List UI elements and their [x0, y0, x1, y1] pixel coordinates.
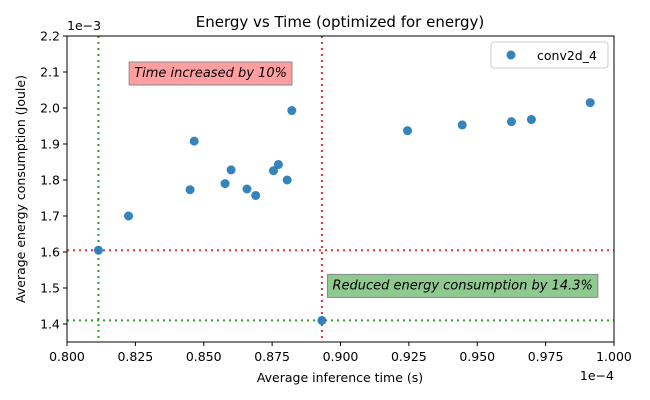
y-axis-ticks: 1.4 1.5 1.6 1.7 1.8 1.9 2.0 2.1 2.2: [40, 29, 67, 332]
y-tick-label: 1.9: [40, 137, 60, 152]
x-tick-label: 0.875: [254, 349, 290, 364]
x-tick-label: 0.950: [459, 349, 495, 364]
x-tick-label: 0.825: [117, 349, 153, 364]
data-point: [268, 166, 278, 176]
data-point: [506, 117, 516, 127]
data-point: [282, 175, 292, 185]
data-points: [93, 98, 595, 325]
y-tick-label: 1.7: [40, 209, 60, 224]
data-point: [185, 185, 195, 195]
x-tick-label: 0.800: [49, 349, 85, 364]
data-point: [189, 136, 199, 146]
chart-title: Energy vs Time (optimized for energy): [196, 13, 485, 31]
annotation-box: [128, 61, 293, 86]
annotation-text: Time increased by 10%: [134, 66, 287, 81]
data-point: [585, 98, 595, 108]
x-axis-label: Average inference time (s): [257, 370, 423, 385]
reference-lines: [67, 36, 614, 342]
x-tick-label: 0.900: [323, 349, 359, 364]
y-tick-label: 1.5: [40, 281, 60, 296]
data-point: [403, 126, 413, 136]
annotation: Time increased by 10%: [128, 61, 293, 86]
data-point: [242, 184, 252, 194]
data-point: [457, 120, 467, 130]
data-point: [93, 245, 103, 255]
legend-label: conv2d_4: [537, 48, 597, 63]
data-point: [226, 165, 236, 175]
y-tick-label: 2.1: [40, 65, 60, 80]
legend-marker: [506, 50, 516, 60]
annotation: Reduced energy consumption by 14.3%: [326, 273, 599, 298]
annotation-box: [326, 273, 599, 298]
x-tick-label: 0.850: [186, 349, 222, 364]
data-point: [526, 115, 536, 125]
x-axis-ticks: 0.800 0.825 0.850 0.875 0.900 0.925 0.950 0.975…: [49, 342, 632, 364]
data-point: [220, 179, 230, 189]
y-tick-label: 2.2: [40, 29, 60, 44]
y-tick-label: 1.6: [40, 245, 60, 260]
x-tick-label: 0.925: [391, 349, 427, 364]
y-tick-label: 2.0: [40, 101, 60, 116]
data-point: [124, 211, 134, 221]
data-point: [287, 106, 297, 116]
annotation-text: Reduced energy consumption by 14.3%: [332, 278, 592, 293]
y-tick-label: 1.4: [40, 317, 60, 332]
annotations: Time increased by 10% Reduced energy cons…: [128, 61, 599, 298]
legend-box: [490, 41, 609, 69]
y-axis-label: Average energy consumption (Joule): [13, 75, 28, 303]
x-tick-label: 1.000: [596, 349, 632, 364]
legend: conv2d_4: [490, 41, 609, 69]
x-axis-offset-label: 1e−4: [580, 368, 614, 383]
y-tick-label: 1.8: [40, 173, 60, 188]
y-axis-offset-label: 1e−3: [67, 18, 101, 33]
data-point: [273, 160, 283, 170]
x-tick-label: 0.975: [528, 349, 564, 364]
data-point: [251, 190, 261, 200]
data-point: [317, 315, 327, 325]
